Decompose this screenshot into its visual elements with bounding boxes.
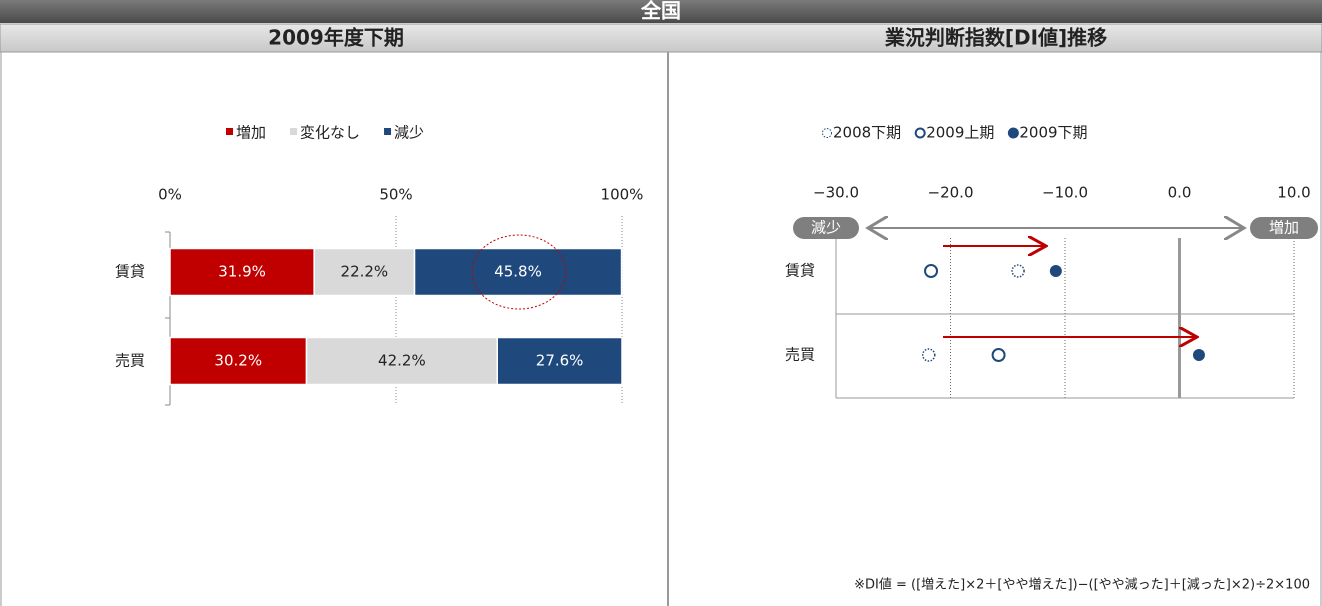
- legend-swatch: [384, 128, 392, 135]
- header-title: 全国: [640, 0, 681, 23]
- x-tick-label: −20.0: [928, 184, 974, 202]
- legend-marker: [914, 127, 926, 139]
- bar-segment: [413, 247, 623, 297]
- bar-segment: [496, 336, 623, 386]
- x-tick-label: 50%: [379, 186, 412, 204]
- annotation-box: [1250, 217, 1318, 239]
- y-tick-label: 賃貸: [785, 262, 815, 280]
- y-tick-label: 売買: [785, 346, 815, 364]
- subheader-bar: [0, 23, 1322, 53]
- data-label: 22.2%: [341, 263, 389, 281]
- x-tick-label: 0%: [158, 186, 182, 204]
- x-tick-label: −10.0: [1042, 184, 1088, 202]
- x-tick-label: 100%: [601, 186, 644, 204]
- x-tick-label: 0.0: [1168, 184, 1192, 202]
- data-label: 45.8%: [494, 263, 542, 281]
- legend-label: 2009上期: [926, 124, 994, 142]
- legend-label: 変化なし: [300, 124, 360, 142]
- dot: [924, 264, 939, 278]
- dot: [1192, 349, 1205, 361]
- panel-title: 業況判断指数[DI値]推移: [885, 26, 1107, 50]
- dot: [1049, 265, 1062, 277]
- legend-label: 減少: [394, 124, 424, 142]
- dot: [1011, 264, 1025, 278]
- highlight: [471, 234, 567, 310]
- x-tick-label: 10.0: [1277, 184, 1310, 202]
- annotation: 増加: [1269, 219, 1299, 237]
- dot: [991, 348, 1006, 362]
- y-tick-label: 売買: [115, 352, 145, 370]
- legend-marker: [822, 128, 832, 138]
- data-label: 42.2%: [378, 352, 426, 370]
- data-label: 27.6%: [536, 352, 584, 370]
- x-tick-label: −30.0: [813, 184, 859, 202]
- annotation-box: [793, 217, 859, 239]
- legend-swatch: [290, 128, 298, 135]
- panel-title: 2009年度下期: [268, 26, 404, 50]
- y-tick-label: 賃貸: [115, 263, 145, 281]
- data-label: 30.2%: [214, 352, 262, 370]
- legend-label: 2009下期: [1019, 124, 1087, 142]
- bar-segment: [305, 336, 498, 386]
- annotation: 減少: [811, 219, 841, 237]
- header-bar: [0, 0, 1322, 23]
- legend-label: 増加: [236, 124, 266, 142]
- bar-segment: [169, 247, 315, 297]
- legend-swatch: [226, 128, 233, 135]
- bar-segment: [169, 336, 308, 386]
- dot: [921, 348, 936, 362]
- data-label: 31.9%: [218, 263, 266, 281]
- note: ※DI値 = ([増えた]×2＋[やや増えた])−([やや減った]＋[減った]×…: [854, 577, 1310, 593]
- legend-label: 2008下期: [833, 124, 901, 142]
- legend-marker: [1007, 127, 1019, 139]
